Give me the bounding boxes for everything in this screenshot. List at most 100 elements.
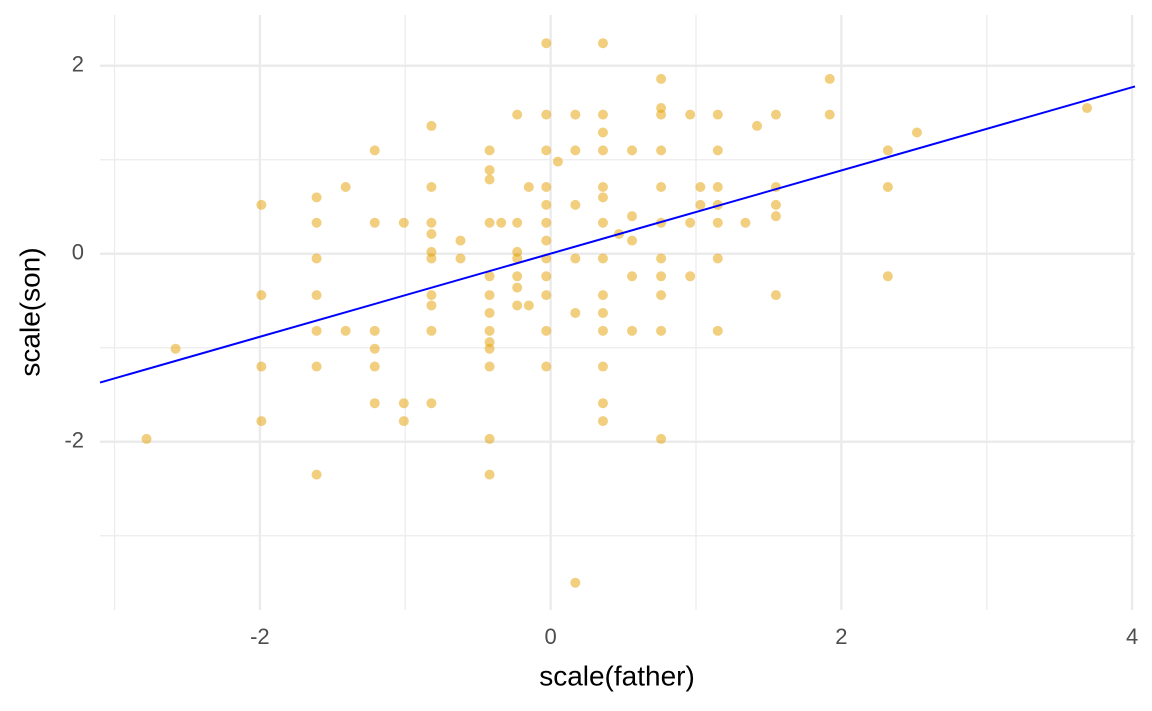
- point: [656, 73, 667, 84]
- point: [369, 325, 380, 336]
- point: [426, 253, 437, 264]
- point: [369, 361, 380, 372]
- point: [597, 109, 608, 120]
- point: [597, 38, 608, 49]
- point: [712, 145, 723, 156]
- point: [141, 433, 152, 444]
- point: [770, 199, 781, 210]
- point: [369, 343, 380, 354]
- y-tick-label: 2: [72, 52, 84, 77]
- point: [426, 325, 437, 336]
- point: [512, 217, 523, 228]
- point: [627, 235, 638, 246]
- point: [712, 325, 723, 336]
- point: [685, 109, 696, 120]
- point: [311, 253, 322, 264]
- point: [656, 433, 667, 444]
- point: [656, 109, 667, 120]
- grid: [100, 15, 1135, 610]
- point: [541, 199, 552, 210]
- point: [426, 290, 437, 301]
- point: [398, 217, 409, 228]
- point: [523, 182, 534, 193]
- point: [369, 145, 380, 156]
- point: [256, 290, 267, 301]
- point: [311, 361, 322, 372]
- point: [597, 290, 608, 301]
- point: [256, 416, 267, 427]
- point: [597, 182, 608, 193]
- point: [882, 182, 893, 193]
- point: [597, 307, 608, 318]
- x-tick-label: 2: [835, 624, 847, 649]
- point: [340, 182, 351, 193]
- point: [570, 145, 581, 156]
- point: [597, 416, 608, 427]
- point: [340, 325, 351, 336]
- point: [712, 217, 723, 228]
- point: [570, 109, 581, 120]
- point: [597, 398, 608, 409]
- point: [256, 361, 267, 372]
- point: [496, 217, 507, 228]
- point: [685, 217, 696, 228]
- point: [541, 109, 552, 120]
- point: [712, 253, 723, 264]
- point: [541, 290, 552, 301]
- point: [484, 271, 495, 282]
- point: [426, 300, 437, 311]
- point: [882, 271, 893, 282]
- point: [484, 290, 495, 301]
- point: [512, 271, 523, 282]
- point: [484, 343, 495, 354]
- point: [541, 235, 552, 246]
- point: [656, 325, 667, 336]
- point: [512, 109, 523, 120]
- point: [426, 229, 437, 240]
- point: [656, 253, 667, 264]
- point: [597, 325, 608, 336]
- point: [1082, 103, 1093, 114]
- point: [484, 361, 495, 372]
- x-tick-label: -2: [250, 624, 270, 649]
- x-tick-label: 4: [1126, 624, 1138, 649]
- point: [398, 416, 409, 427]
- point: [627, 145, 638, 156]
- point: [570, 307, 581, 318]
- point: [170, 343, 181, 354]
- point: [570, 253, 581, 264]
- point: [512, 282, 523, 293]
- y-axis-title: scale(son): [14, 247, 45, 376]
- point: [597, 253, 608, 264]
- point: [541, 271, 552, 282]
- point: [484, 217, 495, 228]
- point: [552, 156, 563, 167]
- point: [695, 182, 706, 193]
- point: [311, 217, 322, 228]
- point: [752, 120, 763, 131]
- point: [256, 199, 267, 210]
- point: [656, 271, 667, 282]
- point: [570, 577, 581, 588]
- point: [426, 217, 437, 228]
- point: [882, 145, 893, 156]
- point: [541, 145, 552, 156]
- point: [740, 217, 751, 228]
- point: [824, 73, 835, 84]
- point: [512, 300, 523, 311]
- point: [484, 469, 495, 480]
- point: [824, 109, 835, 120]
- point: [455, 235, 466, 246]
- point: [398, 398, 409, 409]
- x-axis-title: scale(father): [539, 660, 695, 691]
- point: [369, 217, 380, 228]
- point: [541, 361, 552, 372]
- point: [627, 271, 638, 282]
- point: [597, 217, 608, 228]
- point: [426, 182, 437, 193]
- point: [484, 433, 495, 444]
- point: [426, 120, 437, 131]
- point: [311, 192, 322, 203]
